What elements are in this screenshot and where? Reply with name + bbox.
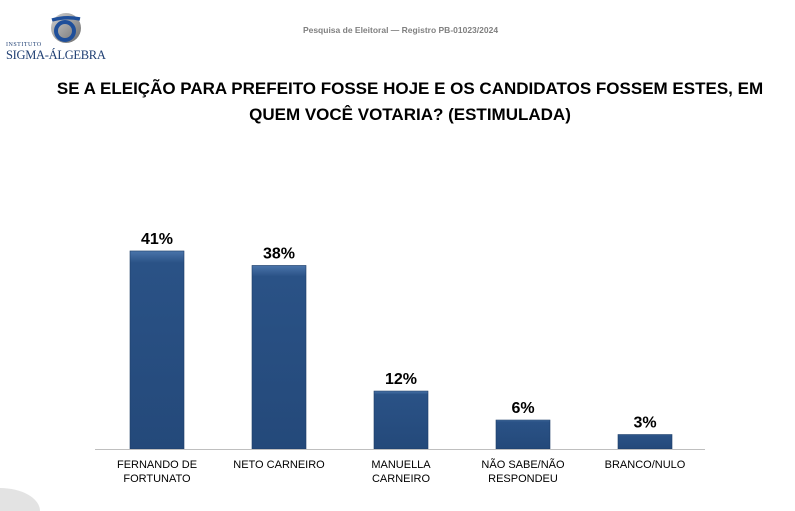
data-label: 6% [511,400,534,417]
header-registration: Pesquisa de Eleitoral — Registro PB-0102… [302,25,499,35]
category-label: CARNEIRO [372,473,431,485]
category-label: NETO CARNEIRO [233,459,325,471]
bar [251,265,307,450]
chart-title: SE A ELEIÇÃO PARA PREFEITO FOSSE HOJE E … [56,79,764,124]
category-label: RESPONDEU [488,473,558,485]
logo-subtitle: INSTITUTO [6,42,42,48]
data-label: 41% [141,231,173,248]
logo-emblem-icon [51,13,81,43]
bar [495,419,551,450]
bar [129,250,185,450]
category-label: FERNANDO DE [117,459,197,471]
logo-name: SIGMA-ÁLGEBRA [6,48,106,62]
bar [617,434,673,450]
category-label: FORTUNATO [123,473,191,485]
category-label: BRANCO/NULO [605,459,686,471]
category-label: NÃO SABE/NÃO [481,458,565,471]
logo: INSTITUTO SIGMA-ÁLGEBRA [6,12,116,62]
data-label: 3% [633,415,656,432]
category-label: MANUELLA [371,459,431,471]
data-label: 38% [263,245,295,262]
bar [373,390,429,450]
data-label: 12% [385,371,417,388]
